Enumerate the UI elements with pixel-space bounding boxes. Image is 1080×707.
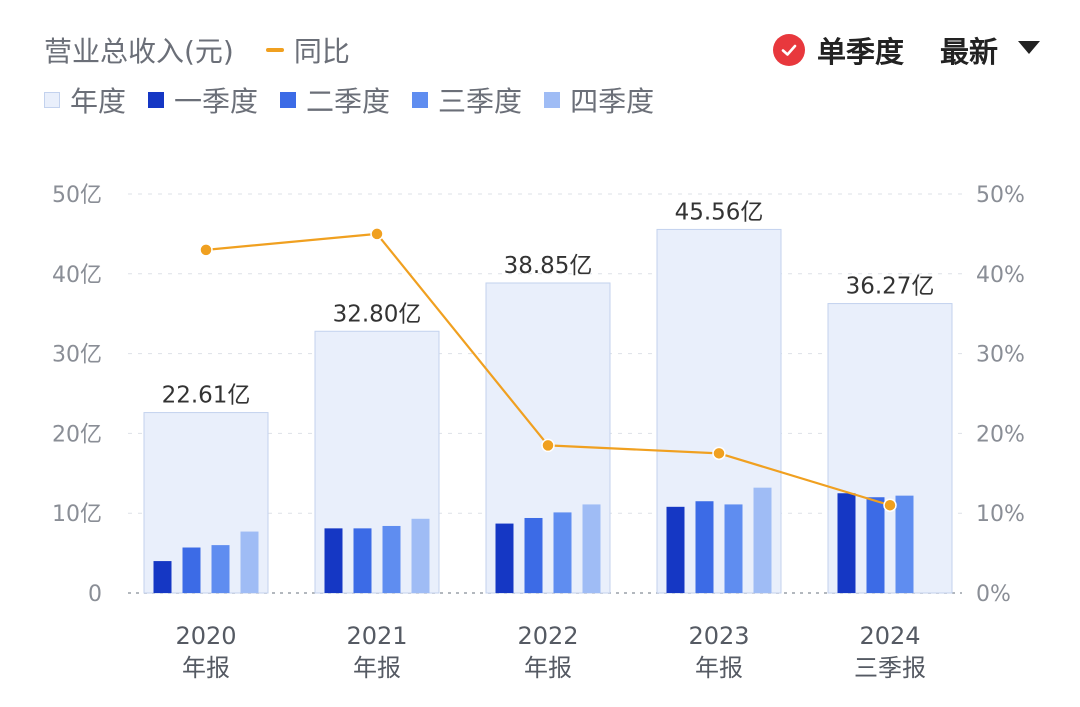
- legend-label: 四季度: [570, 85, 655, 118]
- legend-label: 二季度: [306, 85, 391, 118]
- y-tick-label-left: 30亿: [52, 343, 102, 368]
- y-tick-label-right: 40%: [976, 263, 1025, 288]
- y-tick-label-right: 30%: [976, 343, 1025, 368]
- quarter-bar-q2: [695, 501, 714, 593]
- y-tick-label-left: 40亿: [52, 263, 102, 288]
- quarter-bar-q1: [495, 523, 514, 593]
- quarter-bar-q2: [353, 528, 372, 593]
- y-tick-label-left: 20亿: [52, 422, 102, 447]
- metric-title: 营业总收入(元): [44, 35, 234, 68]
- chart-header: 营业总收入(元) 同比 单季度 最新: [44, 30, 1040, 70]
- quarter-bar-q3: [724, 504, 743, 593]
- annual-data-label: 32.80亿: [333, 301, 422, 327]
- x-tick-label: 2024: [859, 622, 920, 650]
- legend-swatch-q4: [544, 92, 561, 108]
- x-tick-label: 年报: [524, 654, 572, 682]
- quarter-bar-q1: [837, 493, 856, 593]
- y-tick-label-right: 20%: [976, 422, 1025, 447]
- quarter-bar-q4: [753, 487, 772, 593]
- quarter-bar-q2: [866, 497, 885, 593]
- y-tick-label-left: 10亿: [52, 502, 102, 527]
- legend-swatch-annual: [44, 92, 60, 108]
- yoy-point: [370, 227, 384, 241]
- yoy-point: [541, 438, 555, 453]
- quarter-bar-q2: [182, 547, 201, 593]
- x-tick-label: 年报: [353, 654, 401, 682]
- quarter-bar-q3: [211, 545, 230, 593]
- legend: 年度 一季度 二季度 三季度 四季度: [44, 80, 676, 120]
- quarter-bar-q4: [582, 504, 601, 593]
- annual-data-label: 36.27亿: [846, 274, 935, 300]
- yoy-point: [199, 243, 213, 257]
- annual-data-label: 45.56亿: [675, 199, 764, 225]
- sort-dropdown[interactable]: 最新: [939, 35, 998, 69]
- legend-item-q3[interactable]: 三季度: [412, 80, 522, 120]
- legend-item-q4[interactable]: 四季度: [544, 80, 654, 120]
- annual-data-label: 22.61亿: [162, 383, 251, 409]
- yoy-legend-label: 同比: [293, 35, 350, 68]
- x-tick-label: 2020: [175, 622, 236, 650]
- yoy-line-icon: [265, 48, 284, 52]
- y-tick-label-left: 0: [88, 582, 102, 607]
- yoy-point: [712, 446, 726, 461]
- x-tick-label: 年报: [695, 654, 743, 682]
- chevron-down-icon[interactable]: [1018, 40, 1040, 54]
- quarter-bar-q1: [324, 528, 343, 593]
- x-tick-label: 年报: [182, 654, 230, 682]
- annual-data-label: 38.85亿: [504, 253, 593, 279]
- check-icon[interactable]: [772, 34, 805, 66]
- legend-swatch-q1: [148, 92, 165, 108]
- legend-label: 三季度: [438, 85, 523, 118]
- x-tick-label: 2023: [688, 622, 749, 650]
- quarter-bar-q1: [153, 561, 172, 593]
- y-tick-label-left: 50亿: [52, 183, 102, 208]
- quarter-bar-q3: [553, 512, 572, 593]
- quarter-bar-q3: [382, 525, 401, 593]
- legend-label: 年度: [70, 85, 127, 118]
- quarter-bar-q2: [524, 517, 543, 593]
- y-tick-label-right: 50%: [976, 183, 1025, 208]
- quarter-bar-q1: [666, 506, 685, 593]
- quarter-bar-q3: [895, 495, 914, 593]
- quarter-bar-q4: [240, 531, 259, 593]
- legend-swatch-q3: [412, 92, 429, 108]
- y-tick-label-right: 0%: [976, 582, 1011, 607]
- legend-item-q2[interactable]: 二季度: [280, 80, 390, 120]
- x-tick-label: 2022: [517, 622, 578, 650]
- x-tick-label: 三季报: [854, 654, 926, 682]
- legend-item-annual[interactable]: 年度: [44, 80, 126, 120]
- legend-label: 一季度: [174, 85, 259, 118]
- legend-swatch-q2: [280, 92, 297, 108]
- y-tick-label-right: 10%: [976, 502, 1025, 527]
- legend-item-q1[interactable]: 一季度: [148, 80, 258, 120]
- single-quarter-toggle[interactable]: 单季度: [816, 35, 904, 69]
- quarter-bar-q4: [411, 518, 430, 593]
- x-tick-label: 2021: [346, 622, 407, 650]
- yoy-point: [883, 498, 897, 512]
- controls: 单季度 最新: [772, 29, 1040, 71]
- yoy-legend[interactable]: 同比: [265, 30, 350, 70]
